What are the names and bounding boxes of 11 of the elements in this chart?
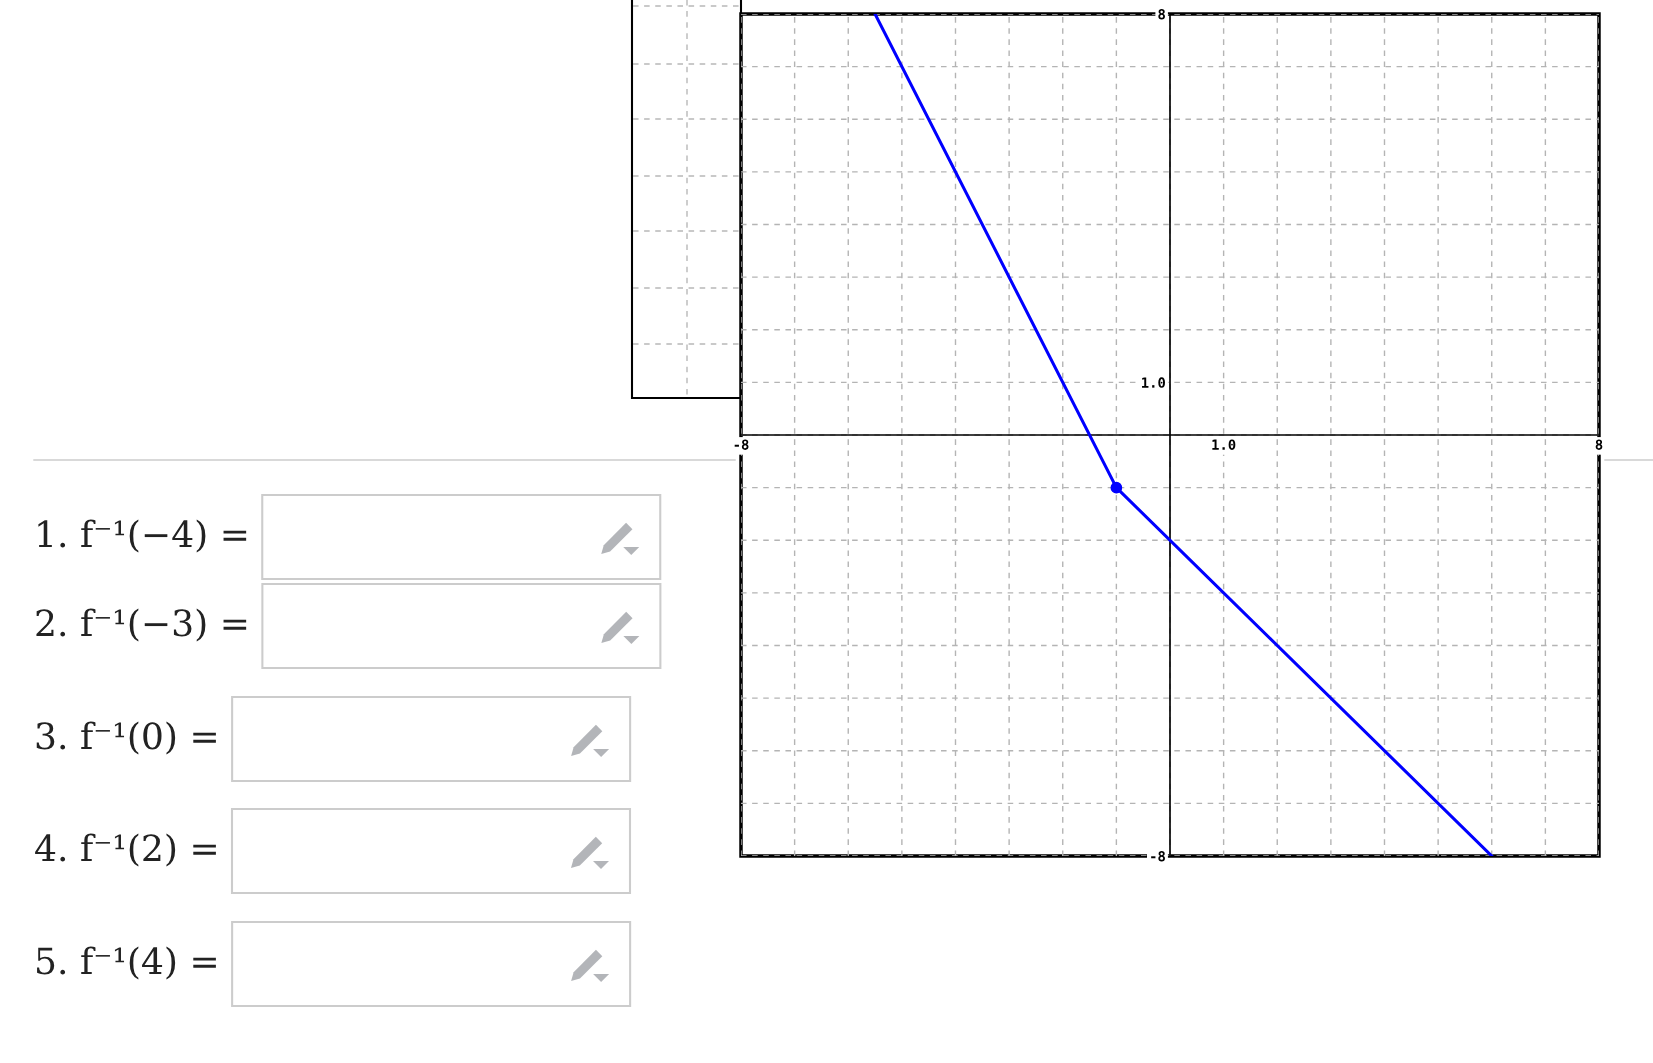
- text: 2. f⁻¹(−3) =: [36, 608, 247, 642]
- y-tick-label: 1.0: [1142, 377, 1165, 388]
- text: 1. f⁻¹(−4) =: [38, 519, 247, 553]
- text: 5. f⁻¹(4) =: [37, 946, 216, 980]
- text: 3. f⁻¹(0) =: [36, 721, 216, 755]
- text: 4. f⁻¹(2) =: [35, 833, 216, 867]
- x-tick-label: 1.0: [1212, 439, 1236, 450]
- x-tick-label: -8: [734, 439, 749, 450]
- x-tick-label: 8: [1595, 439, 1603, 450]
- y-tick-label: -8: [1151, 850, 1165, 862]
- y-tick-label: 8: [1158, 8, 1165, 20]
